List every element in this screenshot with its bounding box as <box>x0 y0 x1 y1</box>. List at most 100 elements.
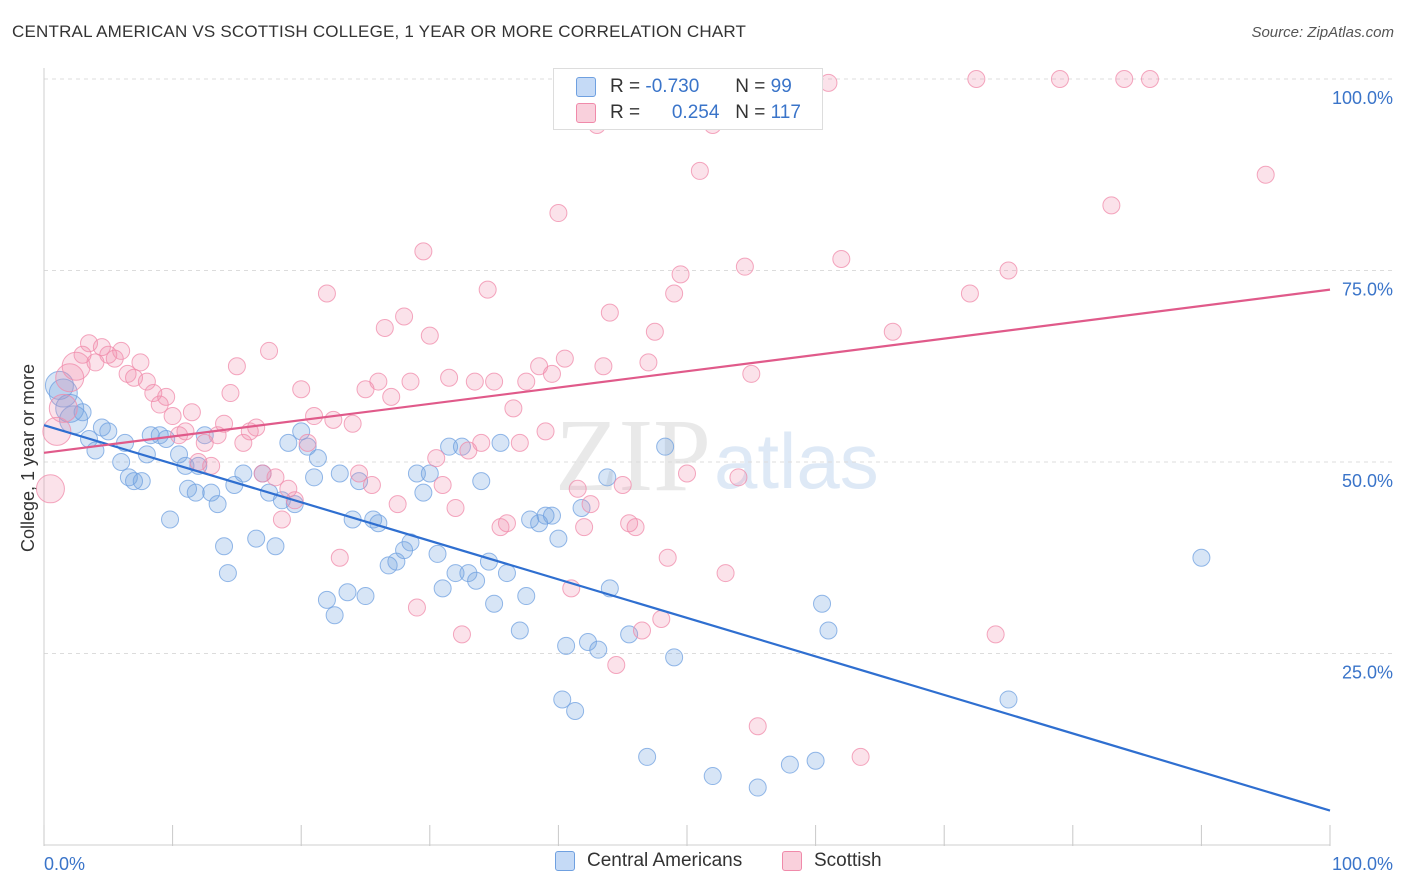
point-central-americans <box>317 590 336 609</box>
point-central-americans <box>407 464 426 483</box>
point-scottish <box>266 468 285 487</box>
point-central-americans <box>73 403 92 422</box>
point-central-americans <box>433 579 452 598</box>
r-label: R = <box>610 76 641 97</box>
legend-item-scottish: Scottish <box>782 850 882 872</box>
point-central-americans <box>491 433 510 452</box>
point-central-americans <box>536 506 555 525</box>
point-scottish <box>61 351 91 381</box>
point-central-americans <box>234 464 253 483</box>
point-central-americans <box>161 510 180 529</box>
data-points <box>35 70 1275 797</box>
point-central-americans <box>748 778 767 797</box>
legend-label: Scottish <box>814 850 882 871</box>
point-central-americans <box>497 564 516 583</box>
point-central-americans <box>999 690 1018 709</box>
point-central-americans <box>55 393 85 423</box>
point-central-americans <box>665 648 684 667</box>
r-value: -0.730 <box>645 76 700 97</box>
point-scottish <box>105 349 124 368</box>
point-scottish <box>504 399 523 418</box>
point-scottish <box>330 548 349 567</box>
point-scottish <box>678 464 696 483</box>
point-scottish <box>131 353 150 372</box>
point-scottish <box>163 407 182 426</box>
point-scottish <box>369 372 388 391</box>
point-scottish <box>542 364 561 383</box>
point-scottish <box>112 341 131 360</box>
point-scottish <box>362 475 381 494</box>
point-central-americans <box>305 468 324 487</box>
point-central-americans <box>202 483 221 502</box>
point-central-americans <box>459 564 478 583</box>
point-central-americans <box>549 529 568 548</box>
point-scottish <box>272 510 291 529</box>
point-scottish <box>472 433 491 452</box>
point-scottish <box>735 257 754 276</box>
x-tick-label: 0.0% <box>44 854 85 874</box>
point-scottish <box>305 407 324 426</box>
point-scottish <box>1102 196 1121 215</box>
n-value: 99 <box>770 76 792 97</box>
point-scottish <box>92 338 111 357</box>
point-central-americans <box>703 767 722 786</box>
point-central-americans <box>819 621 838 640</box>
legend-row-scottish: R = 0.254 N = 117 <box>576 101 801 125</box>
point-central-americans <box>132 472 151 491</box>
point-scottish <box>150 395 169 414</box>
point-scottish <box>986 625 1005 644</box>
point-scottish <box>157 387 176 406</box>
point-scottish <box>742 364 761 383</box>
point-scottish <box>202 456 221 475</box>
point-central-americans <box>356 587 375 606</box>
n-label: N = <box>735 76 766 97</box>
point-scottish <box>967 70 986 88</box>
point-scottish <box>851 747 870 766</box>
point-scottish <box>639 353 658 372</box>
point-scottish <box>748 717 767 736</box>
point-scottish <box>420 326 439 345</box>
point-scottish <box>401 372 420 391</box>
point-central-americans <box>414 483 433 502</box>
point-central-americans <box>566 701 585 720</box>
point-scottish <box>600 303 619 322</box>
trend-line-central-americans <box>43 424 1331 812</box>
point-central-americans <box>292 422 311 441</box>
n-label: N = <box>735 102 766 123</box>
point-central-americans <box>298 437 317 456</box>
point-scottish <box>414 242 433 261</box>
point-central-americans <box>1192 548 1211 567</box>
point-scottish <box>581 495 600 514</box>
ticks: 25.0% 50.0% 75.0% 100.0% 0.0% 100.0% <box>43 88 1393 874</box>
point-central-americans <box>572 498 591 517</box>
point-central-americans <box>780 755 799 774</box>
point-central-americans <box>598 468 617 487</box>
point-scottish <box>632 621 651 640</box>
point-central-americans <box>218 564 237 583</box>
point-central-americans <box>247 529 266 548</box>
point-scottish <box>517 372 536 391</box>
point-scottish <box>298 433 317 452</box>
point-scottish <box>324 410 343 429</box>
point-central-americans <box>125 472 144 491</box>
point-central-americans <box>440 437 459 456</box>
point-central-americans <box>99 422 118 441</box>
point-scottish <box>568 479 587 498</box>
point-scottish <box>440 368 459 387</box>
point-central-americans <box>589 640 608 659</box>
point-scottish <box>260 341 279 360</box>
point-central-americans <box>208 495 227 514</box>
point-scottish <box>575 518 594 537</box>
source-label: Source: ZipAtlas.com <box>1251 24 1394 41</box>
point-central-americans <box>472 472 491 491</box>
legend-swatch-pink <box>782 851 802 871</box>
legend-swatch-blue <box>555 851 575 871</box>
point-central-americans <box>308 449 327 468</box>
y-tick-label: 50.0% <box>1342 471 1393 491</box>
point-central-americans <box>279 433 298 452</box>
point-scottish <box>716 564 735 583</box>
point-scottish <box>382 387 401 406</box>
point-scottish <box>999 261 1018 280</box>
legend-row-central-americans: R = -0.730 N = 99 <box>576 75 792 99</box>
point-scottish <box>613 475 632 494</box>
